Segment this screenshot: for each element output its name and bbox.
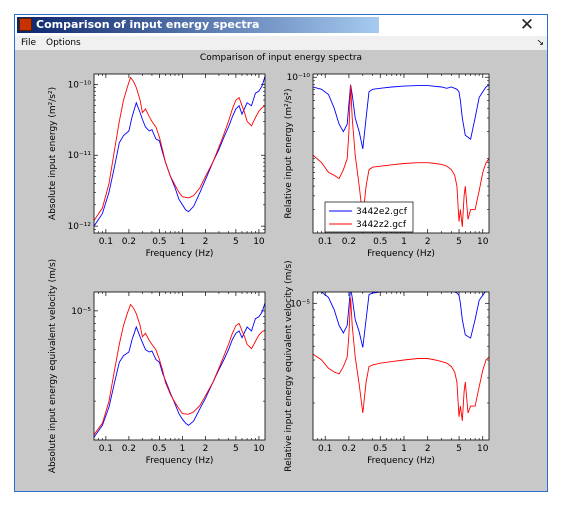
- x-tick-label: 5: [233, 237, 239, 247]
- x-tick-label: 0.2: [122, 237, 136, 247]
- menu-options[interactable]: Options: [46, 38, 81, 48]
- x-tick-label: 1: [180, 444, 186, 454]
- title-bar[interactable]: Comparison of input energy spectra ✕: [15, 15, 547, 36]
- axes-2: 0.1 0.2 0.5 1 2 5 10 10⁻¹⁰ Frequency (Hz) Relativ…: [284, 73, 490, 259]
- series-line-e2: [313, 84, 489, 149]
- dock-arrow-icon[interactable]: ↘: [536, 38, 544, 48]
- x-tick-label: 2: [425, 444, 431, 454]
- x-axis-label: Frequency (Hz): [367, 249, 435, 259]
- y-axis-label: Relative input energy equivalent velocit…: [284, 260, 294, 471]
- x-tick-label: 0.2: [122, 444, 136, 454]
- x-tick-label: 5: [456, 237, 462, 247]
- x-tick-label: 0.1: [99, 444, 113, 454]
- x-tick-label: 0.5: [152, 444, 166, 454]
- x-axis-label: Frequency (Hz): [367, 456, 435, 466]
- figure-window: Comparison of input energy spectra ✕ Fil…: [14, 14, 548, 492]
- y-tick-label: 10⁻⁵: [290, 299, 310, 309]
- series-line-z2: [313, 297, 489, 421]
- series-line-e2: [319, 292, 486, 348]
- plot-area: [94, 292, 265, 440]
- axes-1: 0.1 0.2 0.5 1 2 5 10 10⁻¹² 10⁻¹¹ 10⁻¹⁰ Frequency (…: [48, 73, 266, 259]
- axes-frame: [93, 291, 266, 441]
- series-line-e2: [94, 302, 265, 438]
- x-tick-label: 2: [203, 237, 209, 247]
- x-tick-label: 0.5: [373, 237, 387, 247]
- y-axis-label: Relative input energy (m²/s²): [284, 88, 294, 218]
- menu-file[interactable]: File: [21, 38, 37, 48]
- menu-bar: File Options ↘: [15, 36, 547, 50]
- axes-frame: [312, 291, 490, 441]
- axes-frame: [312, 73, 490, 234]
- legend: 3442e2.gcf 3442z2.gcf: [324, 201, 414, 233]
- y-tick-label: 10⁻⁵: [71, 307, 91, 317]
- x-axis-label: Frequency (Hz): [146, 456, 214, 466]
- x-tick-label: 0.5: [373, 444, 387, 454]
- x-tick-label: 0.1: [318, 444, 332, 454]
- figure-title: Comparison of input energy spectra: [199, 53, 363, 63]
- plot-area: [313, 292, 489, 440]
- series-line-e2: [94, 76, 265, 227]
- close-button[interactable]: ✕: [519, 15, 535, 35]
- x-tick-label: 1: [401, 444, 407, 454]
- x-tick-label: 1: [401, 237, 407, 247]
- window-title: Comparison of input energy spectra: [36, 18, 260, 31]
- x-tick-label: 10: [253, 444, 265, 454]
- legend-entry-e2: 3442e2.gcf: [356, 207, 408, 217]
- x-tick-label: 5: [233, 444, 239, 454]
- y-axis-label: Absolute input energy (m²/s²): [48, 87, 58, 220]
- x-axis-label: Frequency (Hz): [146, 249, 214, 259]
- axes-4: 0.1 0.2 0.5 1 2 5 10 10⁻⁵ Frequency (Hz) Relative…: [284, 260, 490, 472]
- series-line-z2: [313, 84, 489, 227]
- x-tick-label: 0.1: [318, 237, 332, 247]
- x-tick-label: 0.2: [342, 237, 356, 247]
- title-bar-highlight: [17, 17, 379, 33]
- y-axis-label: Absolute input energy equivalent velocit…: [48, 259, 58, 473]
- series-line-z2: [94, 303, 265, 435]
- axes-3: 0.1 0.2 0.5 1 2 5 10 10⁻⁵ Frequency (Hz) Absolute…: [48, 259, 266, 473]
- y-tick-label: 10⁻¹⁰: [68, 80, 92, 90]
- figure-canvas: 0.1 0.2 0.5 1 2 5 10 10⁻¹² 10⁻¹¹ 10⁻¹⁰ Frequency (…: [48, 73, 490, 473]
- x-tick-label: 10: [253, 237, 265, 247]
- plot-area: [94, 74, 265, 233]
- matlab-figure-icon: [19, 18, 32, 31]
- x-tick-label: 0.5: [152, 237, 166, 247]
- axes-frame: [93, 73, 266, 234]
- x-tick-label: 0.2: [342, 444, 356, 454]
- x-tick-label: 0.1: [99, 237, 113, 247]
- x-tick-label: 10: [477, 237, 489, 247]
- legend-box: [324, 201, 414, 233]
- y-tick-label: 10⁻¹²: [68, 222, 92, 232]
- y-tick-label: 10⁻¹⁰: [287, 73, 311, 83]
- y-tick-label: 10⁻¹¹: [68, 151, 92, 161]
- x-tick-label: 2: [203, 444, 209, 454]
- x-tick-label: 2: [425, 237, 431, 247]
- x-tick-label: 1: [180, 237, 186, 247]
- series-line-z2: [94, 76, 265, 221]
- x-tick-label: 10: [477, 444, 489, 454]
- legend-entry-z2: 3442z2.gcf: [356, 220, 407, 230]
- x-tick-label: 5: [456, 444, 462, 454]
